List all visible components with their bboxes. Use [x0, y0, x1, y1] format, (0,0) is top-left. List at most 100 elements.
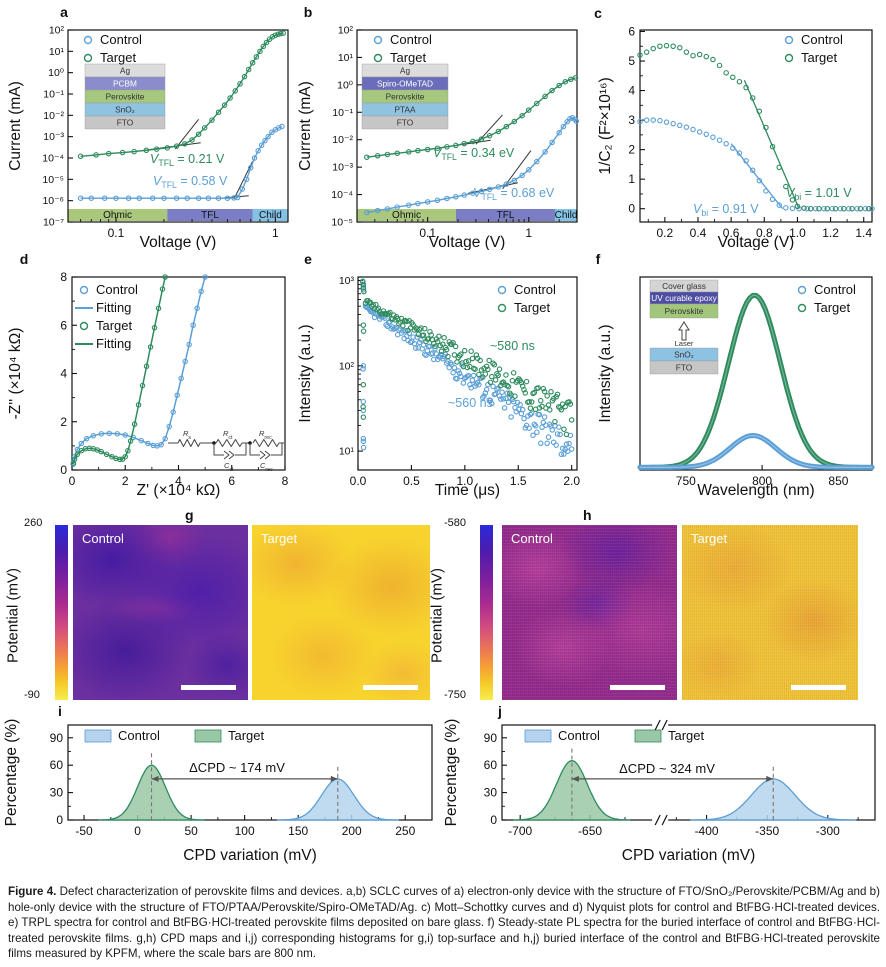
- equivalent-circuit-inset: Cct Crec Rs Rct Rrec: [168, 429, 284, 473]
- svg-text:Perovskite: Perovskite: [106, 92, 145, 102]
- svg-text:CPD variation (mV): CPD variation (mV): [183, 847, 317, 864]
- svg-text:Ohmic: Ohmic: [392, 210, 421, 221]
- svg-text:90: 90: [50, 731, 64, 745]
- svg-text:TFL: TFL: [497, 210, 515, 221]
- svg-text:Wavelength (nm): Wavelength (nm): [697, 482, 814, 499]
- svg-text:ΔCPD ~ 174 mV: ΔCPD ~ 174 mV: [189, 760, 285, 775]
- svg-text:2: 2: [122, 474, 129, 488]
- svg-text:10⁻¹: 10⁻¹: [43, 89, 64, 101]
- svg-text:-700: -700: [508, 824, 532, 838]
- svg-text:10⁻²: 10⁻²: [332, 134, 353, 146]
- svg-text:VTFL = 0.68 eV: VTFL = 0.68 eV: [473, 186, 555, 202]
- svg-text:0: 0: [60, 463, 67, 477]
- svg-text:e: e: [304, 251, 312, 267]
- svg-text:0.1: 0.1: [419, 226, 436, 240]
- svg-text:Z' (×10⁴ kΩ): Z' (×10⁴ kΩ): [137, 482, 221, 499]
- panel-b-sclc-hole-only: b Ohmic TFL Child 0.1 1 10² 10¹ 10⁰ 10⁻¹ 10⁻² 10⁻³ 1…: [297, 4, 580, 250]
- svg-text:Spiro-OMeTAD: Spiro-OMeTAD: [377, 79, 433, 89]
- svg-text:4: 4: [628, 84, 635, 98]
- svg-text:Cover glass: Cover glass: [662, 281, 706, 291]
- svg-text:b: b: [304, 4, 313, 20]
- scale-bar: [363, 685, 418, 690]
- panel-e-axes: 0.0 0.5 1.0 1.5 2.0 10¹ 10² 10³ Time (μs) Intensi…: [297, 275, 580, 499]
- panel-f-axes: 750 800 850 Wavelength (nm) Intensity (a.u.): [597, 276, 873, 499]
- caption-text: Defect characterization of perovskite fi…: [8, 885, 880, 961]
- svg-text:10⁻⁴: 10⁻⁴: [331, 189, 353, 201]
- scale-bar: [181, 685, 236, 690]
- colorbar-unit-h: Potential (mV): [428, 567, 446, 664]
- figure-caption: Figure 4. Defect characterization of per…: [8, 884, 880, 962]
- panel-f-pl-spectra: f 750 800 850 Wavelength (nm) Intensity (a.u.…: [596, 251, 875, 499]
- svg-text:0.1: 0.1: [108, 226, 125, 240]
- svg-text:Control: Control: [390, 32, 432, 47]
- panel-i-axes: -50 0 50 100 150 200 250 0 30 60 90 CPD variation (…: [3, 719, 433, 864]
- panel-a-axes: 0.1 1 10² 10¹ 10⁰ 10⁻¹ 10⁻² 10⁻³ 10⁻⁴ 10⁻⁵ 10⁻⁶ 10⁻…: [7, 25, 289, 250]
- svg-text:1.0: 1.0: [456, 474, 473, 488]
- svg-text:Percentage (%): Percentage (%): [443, 719, 460, 827]
- svg-text:3: 3: [628, 113, 635, 127]
- svg-text:800: 800: [752, 474, 772, 488]
- svg-text:Control: Control: [801, 32, 843, 47]
- svg-text:CPD variation (mV): CPD variation (mV): [622, 847, 756, 864]
- panel-c-mott-schottky: c 0.2 0.4 0.6 0.8 1.0 1.2 1.4 0 1 2 3 4 5 6 Voltage (V)…: [594, 5, 875, 250]
- svg-text:0.5: 0.5: [403, 474, 420, 488]
- svg-text:10⁻⁵: 10⁻⁵: [331, 217, 353, 229]
- svg-text:Crec: Crec: [260, 461, 273, 473]
- panel-j-legend: Control Target: [524, 728, 705, 743]
- svg-text:60: 60: [50, 758, 64, 772]
- svg-text:1.0: 1.0: [789, 226, 806, 240]
- svg-text:1: 1: [525, 226, 532, 240]
- svg-text:Rrec: Rrec: [259, 429, 272, 441]
- svg-text:Vbi = 0.91 V: Vbi = 0.91 V: [693, 202, 759, 218]
- svg-text:8: 8: [282, 474, 289, 488]
- svg-text:Target: Target: [390, 50, 427, 65]
- colorbar-g: [55, 525, 68, 700]
- svg-text:10⁰: 10⁰: [48, 67, 65, 79]
- svg-text:10⁻¹: 10⁻¹: [332, 107, 353, 119]
- panel-g-label: g: [185, 507, 194, 523]
- svg-text:30: 30: [484, 786, 498, 800]
- noise-texture: [682, 525, 858, 700]
- svg-text:10⁻³: 10⁻³: [332, 162, 353, 174]
- scale-bar: [791, 685, 846, 690]
- svg-text:PTAA: PTAA: [394, 105, 416, 115]
- svg-text:0.8: 0.8: [756, 226, 773, 240]
- svg-text:2.0: 2.0: [563, 474, 580, 488]
- svg-text:90: 90: [484, 731, 498, 745]
- svg-text:0: 0: [134, 824, 141, 838]
- svg-text:150: 150: [288, 824, 308, 838]
- svg-text:10¹: 10¹: [339, 446, 355, 458]
- svg-text:Target: Target: [228, 728, 265, 743]
- svg-text:Intensity (a.u.): Intensity (a.u.): [297, 324, 314, 422]
- panel-e-trpl: e 0.0 0.5 1.0 1.5 2.0 10¹ 10² 10³ Time (μs) Intens…: [297, 251, 580, 499]
- svg-text:50: 50: [184, 824, 198, 838]
- cpd-map-g-target: Target: [252, 525, 430, 700]
- panel-d-axes: 0 2 4 6 8 0 2 4 6 8 Z' (×10⁴ kΩ) -Z'' (×10⁴ kΩ): [7, 270, 289, 499]
- svg-text:1.5: 1.5: [510, 474, 527, 488]
- svg-text:0.2: 0.2: [657, 226, 674, 240]
- svg-text:SnO₂: SnO₂: [115, 105, 135, 115]
- panel-e-legend: Control Target: [497, 282, 556, 315]
- svg-text:0.0: 0.0: [350, 474, 367, 488]
- svg-text:Perovskite: Perovskite: [665, 306, 704, 316]
- svg-text:0.4: 0.4: [690, 226, 707, 240]
- panel-i-cpd-histogram-top-surface: i -50 0 50 100 150 200 250 0 30 60 90 CPD variation …: [3, 703, 433, 864]
- svg-text:Fitting: Fitting: [96, 300, 131, 315]
- svg-text:0.6: 0.6: [723, 226, 740, 240]
- svg-text:Target: Target: [514, 300, 551, 315]
- svg-text:Percentage (%): Percentage (%): [3, 719, 20, 827]
- svg-text:10²: 10²: [339, 360, 355, 372]
- svg-text:0: 0: [490, 813, 497, 827]
- svg-text:200: 200: [342, 824, 362, 838]
- svg-text:10⁻⁶: 10⁻⁶: [42, 195, 64, 207]
- svg-text:Perovskite: Perovskite: [386, 92, 425, 102]
- panel-j-cpd-histogram-buried: j -700 -650 -400 -350 -300 0 30 60 90 CPD variatio…: [443, 703, 876, 864]
- svg-text:10¹: 10¹: [49, 46, 65, 58]
- svg-text:Control: Control: [118, 728, 160, 743]
- trpl-series-target: [360, 278, 575, 438]
- svg-text:Target: Target: [100, 50, 137, 65]
- svg-text:10⁰: 10⁰: [337, 79, 354, 91]
- panel-c-axes: 0.2 0.4 0.6 0.8 1.0 1.2 1.4 0 1 2 3 4 5 6 Voltage (V) 1…: [597, 24, 873, 250]
- panel-b-axes: 0.1 1 10² 10¹ 10⁰ 10⁻¹ 10⁻² 10⁻³ 10⁻⁴ 10⁻⁵ Voltage…: [297, 25, 578, 250]
- cpd-map-g-control: Control: [73, 525, 248, 700]
